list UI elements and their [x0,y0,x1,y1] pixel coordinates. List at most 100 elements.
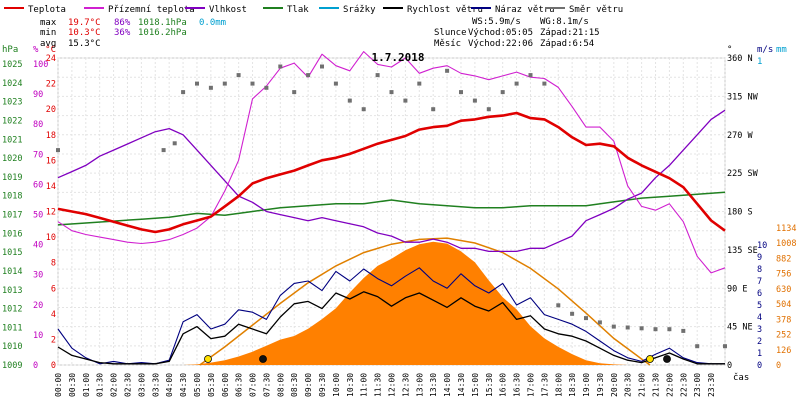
x-tick-label: 08:00 [276,373,285,397]
x-tick-label: 05:30 [207,373,216,397]
x-tick-label: 18:30 [568,373,577,397]
sun-moon-markers [204,355,671,363]
x-tick-label: 14:30 [457,373,466,397]
line-series [56,51,727,365]
astro-panel: WS:5.9m/s WG:8.1m/s Slunce Východ:05:05 … [434,17,600,49]
solar-axis-tick: 252 [776,331,791,341]
x-tick-label: 13:30 [429,373,438,397]
percent-axis-tick: 90 [33,90,43,100]
wind-direction-point [278,64,283,69]
x-tick-label: 07:30 [262,373,271,397]
moonset-marker [259,355,267,363]
wind-direction-point [403,98,408,103]
stats-avg-label: avg [40,39,56,49]
moon-rise: Východ:22:06 [468,39,533,49]
x-tick-label: 18:00 [554,373,563,397]
degrees-axis-tick: 180 S [727,208,753,218]
wind-direction-point [181,90,186,95]
legend-label: Vlhkost [209,5,247,15]
temperature-line [57,111,726,234]
x-tick-label: 15:00 [471,373,480,397]
degrees-axis-label: ° [727,45,732,55]
wind-direction-point [584,316,588,321]
solar-axis-tick: 1008 [776,239,796,249]
wind-direction-point [236,73,241,78]
stats-min-temp: 10.3°C [68,28,101,38]
degrees-axis-tick: 45 NE [727,323,753,333]
wind-direction-point [222,81,227,86]
x-tick-label: 20:00 [610,373,619,397]
wind-direction-point [681,328,686,333]
mm-axis-label: mm [776,45,787,55]
percent-axis-tick: 60 [33,180,43,190]
feels-temperature-line [57,51,726,274]
wind-direction-point [195,81,199,86]
wind-direction-point [472,98,477,103]
celsius-axis-tick: 16 [46,156,56,166]
x-tick-label: 06:30 [235,373,244,397]
celsius-axis-tick: 2 [51,335,56,345]
solar-axis-tick: 378 [776,315,791,325]
legend-label: Srážky [343,5,376,15]
x-tick-label: 04:00 [165,373,174,397]
hpa-axis-tick: 1024 [2,79,22,89]
solar-axis-tick: 1134 [776,224,796,234]
solar-axis-tick: 882 [776,254,791,264]
wind-direction-point [625,325,630,330]
x-tick-label: 21:30 [652,373,661,397]
wind-direction-point [611,324,616,329]
ms-axis-tick: 3 [757,325,762,335]
chart-title: 1.7.2018 [372,51,425,64]
stats-max-label: max [40,18,57,28]
x-tick-label: 22:30 [679,373,688,397]
x-tick-label: 11:30 [374,373,383,397]
solar-axis-tick: 630 [776,285,791,295]
hpa-axis-tick: 1014 [2,267,22,277]
x-tick-label: 14:00 [443,373,452,397]
hpa-axis-tick: 1013 [2,286,22,296]
mm-axis-tick: 1 [757,57,762,67]
sun-label: Slunce [434,28,467,38]
wind-direction-point [389,90,394,95]
legend-label: Rychlost větru [407,5,483,15]
x-tick-label: 23:30 [707,373,716,397]
wind-direction-point [292,90,297,95]
wind-direction-point [250,81,255,86]
time-unit-label: čas [733,372,749,383]
wind-direction-point [653,327,658,332]
solar-axis-tick: 756 [776,270,791,280]
wind-direction-point [570,311,575,316]
x-tick-label: 11:00 [360,373,369,397]
x-tick-label: 03:00 [137,373,146,397]
celsius-axis-tick: 8 [51,259,56,269]
x-tick-label: 02:00 [110,373,119,397]
wind-direction-point [556,303,561,308]
wind-direction-point [431,107,436,112]
legend-label: Teplota [28,5,66,15]
ms-axis-tick: 1 [757,349,762,359]
solar-axis-tick: 0 [776,361,781,371]
x-tick-label: 05:00 [193,373,202,397]
x-tick-label: 12:30 [401,373,410,397]
degrees-axis-tick: 360 N [727,54,753,64]
ms-axis-tick: 10 [757,241,767,251]
percent-axis-tick: 100 [33,60,48,70]
x-tick-label: 17:00 [527,373,536,397]
percent-axis-tick: 10 [33,331,43,341]
hpa-axis-tick: 1025 [2,60,22,70]
wind-direction-point [459,90,463,95]
ms-axis-label: m/s [757,45,773,55]
moon-label: Měsíc [434,39,461,49]
stats-max-press: 1018.1hPa [138,18,187,28]
stats-max-rain: 0.0mm [199,18,226,28]
ms-axis-tick: 5 [757,301,762,311]
solar-axis-tick: 504 [776,300,791,310]
hpa-axis-tick: 1021 [2,135,22,145]
ms-axis-tick: 6 [757,289,762,299]
wind-direction-point [445,68,450,73]
x-tick-label: 12:00 [388,373,397,397]
stats-panel: max 19.7°C 86% 1018.1hPa 0.0mm min 10.3°… [40,18,226,49]
percent-axis-label: % [33,45,39,55]
ms-axis-tick: 7 [757,277,762,287]
